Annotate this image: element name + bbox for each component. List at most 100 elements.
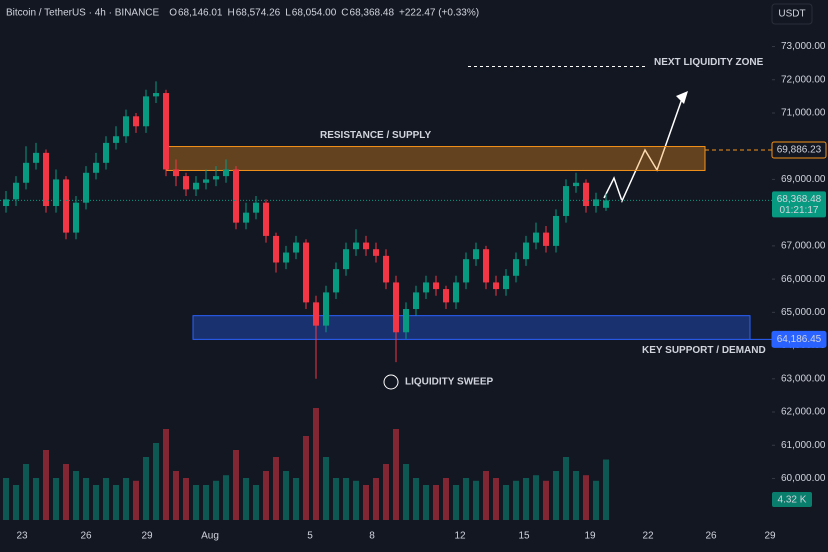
y-tick-label: 61,000.00 [781,440,826,451]
volume-bar [313,408,319,520]
volume-bar [583,475,589,520]
volume-bar [343,478,349,520]
level-box [771,330,827,348]
candle-body [543,232,549,246]
volume-bar [3,478,9,520]
currency[interactable]: USDT [778,9,805,20]
candle-body [23,162,29,183]
volume-bar [123,478,129,520]
volume-bar [83,478,89,520]
header-text: +222.47 (+0.33%) [399,8,479,19]
candle-body [573,182,579,187]
candle-body [413,292,419,310]
candle-body [113,136,119,143]
candle-body [323,292,329,326]
volume-bar [423,485,429,520]
volume-bar [333,478,339,520]
candle-body [353,242,359,250]
volume-bar [173,471,179,520]
zone-label: RESISTANCE / SUPPLY [320,130,431,141]
x-tick-label: Aug [201,531,219,542]
volume-bar [363,485,369,520]
volume-bar [513,480,519,520]
y-tick-label: 73,000.00 [781,41,826,52]
volume-bar [373,478,379,520]
y-tick-label: 60,000.00 [781,473,826,484]
header-text: Bitcoin / TetherUS · 4h · BINANCE [6,8,160,19]
sweep-marker [383,374,399,390]
volume-label: 4.32 K [778,495,807,506]
candle-body [93,162,99,173]
volume-bar [273,457,279,520]
y-tick-label: 63,000.00 [781,373,826,384]
candle-body [253,202,259,213]
candle-body [453,282,459,303]
candle-body [83,172,89,203]
volume-bar [443,478,449,520]
candle-body [483,249,489,283]
candle-body [553,215,559,246]
volume-bar [323,457,329,520]
volume-bar [573,471,579,520]
volume-bar [103,478,109,520]
y-tick-label: 67,000.00 [781,241,826,252]
candle-body [233,169,239,223]
candle-body [43,152,49,207]
volume-bar [143,457,149,520]
currency-box[interactable] [771,3,813,25]
volume-bar [603,459,609,520]
volume-bar [213,480,219,520]
candle-body [123,116,129,137]
volume-bar [23,464,29,520]
header-text: L [285,8,291,19]
candle-body [243,212,249,223]
volume-bar [433,485,439,520]
candle-body [183,176,189,190]
volume-bar [383,464,389,520]
candle-body [433,282,439,290]
projection-arrow [676,91,688,104]
volume-bar [113,485,119,520]
volume-bar [293,478,299,520]
volume-bar [593,480,599,520]
x-tick-label: 15 [518,531,530,542]
volume-bar [193,485,199,520]
volume-bar [413,478,419,520]
volume-bar [153,443,159,520]
volume-bar [253,485,259,520]
volume-bar [43,450,49,520]
volume-bar [13,485,19,520]
volume-bar [353,480,359,520]
countdown: 01:21:17 [780,205,819,216]
volume-bar [53,478,59,520]
level-label: 64,186.45 [777,334,822,345]
volume-bar [183,478,189,520]
candle-body [593,199,599,207]
candle-body [363,242,369,250]
projection-path [603,95,684,204]
header-text: 68,054.00 [292,8,337,19]
header-text: 68,574.26 [236,8,281,19]
candle-body [213,176,219,180]
volume-bar [533,475,539,520]
volume-bar [393,429,399,520]
y-tick-label: 72,000.00 [781,74,826,85]
candle-body [423,282,429,293]
x-tick-label: 23 [16,531,28,542]
volume-label-box [772,492,812,507]
candle-body [33,152,39,163]
candle-body [373,249,379,256]
x-tick-label: 12 [454,531,466,542]
candle-body [493,282,499,290]
zone-label: KEY SUPPORT / DEMAND [642,345,766,356]
candle-body [133,116,139,127]
volume-bar [33,478,39,520]
candle-body [343,249,349,270]
header-text: 68,368.48 [350,8,395,19]
candle-body [293,242,299,253]
volume-bar [163,429,169,520]
x-tick-label: 26 [705,531,717,542]
zone [192,315,751,340]
candle-body [333,269,339,293]
